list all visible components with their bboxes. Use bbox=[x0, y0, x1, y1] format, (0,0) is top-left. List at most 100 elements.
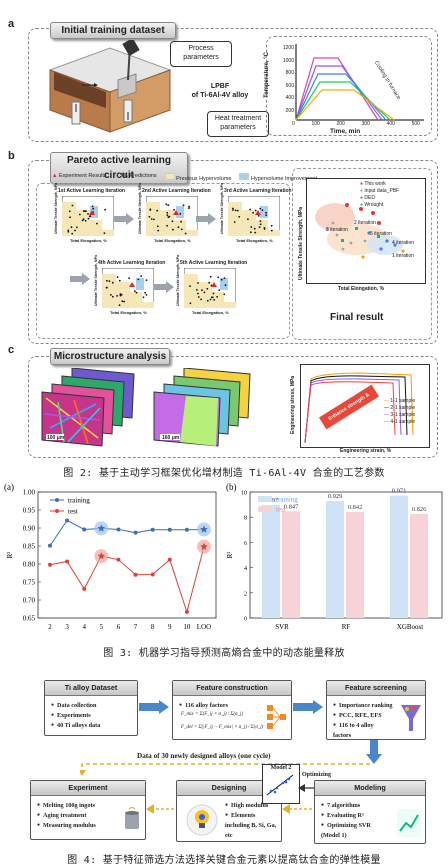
data-point bbox=[78, 213, 81, 216]
modeling-title: Modeling bbox=[315, 781, 425, 796]
data-point bbox=[74, 229, 76, 232]
data-point bbox=[150, 218, 153, 220]
data-point bbox=[184, 232, 187, 235]
data-point bbox=[89, 215, 92, 217]
heat-chart-xticks: 0 100 200 300 400 500 bbox=[292, 121, 420, 127]
model2-box: Model 2 bbox=[262, 764, 300, 804]
y-tick-label: 0.75 bbox=[23, 579, 36, 587]
final-legend-input: ● Input data_PBF bbox=[360, 188, 400, 194]
list-item: Measuring modulus bbox=[37, 821, 96, 831]
list-item: 40 Ti alloys data bbox=[51, 721, 100, 731]
iteration-xlabel: Total Elongation, % bbox=[70, 238, 107, 243]
y-tick-label: 0 bbox=[244, 617, 247, 623]
legend-swatch bbox=[258, 496, 272, 502]
data-point bbox=[201, 289, 203, 292]
data-point bbox=[217, 276, 220, 279]
data-point bbox=[209, 275, 212, 278]
data-point-training bbox=[150, 527, 155, 532]
data-point-test bbox=[48, 562, 52, 567]
y-tick-label: 4 bbox=[244, 566, 247, 572]
feature-screening-title: Feature screening bbox=[327, 681, 425, 696]
data-point bbox=[106, 279, 108, 282]
list-item: Importance ranking bbox=[333, 701, 393, 711]
data-point bbox=[166, 211, 169, 214]
x-tick-label: 3 bbox=[65, 623, 69, 631]
y-tick-label: 8 bbox=[244, 516, 247, 522]
cycle-loop bbox=[78, 756, 370, 776]
data-point bbox=[172, 228, 174, 231]
data-point bbox=[123, 300, 125, 303]
x-tick-label: LOO bbox=[197, 623, 211, 631]
data-point bbox=[257, 215, 260, 217]
feature-construction-title: Feature construction bbox=[173, 681, 291, 696]
series-line-test bbox=[49, 546, 205, 614]
lightbulb-icon bbox=[185, 803, 219, 839]
panel-b-letter: b bbox=[8, 150, 15, 162]
iteration-xlabel: Total Elongation, % bbox=[110, 310, 147, 315]
model2-label: Model 2 bbox=[270, 765, 292, 771]
lpbf-machine-illustration bbox=[40, 37, 180, 135]
previous-hypervolume bbox=[146, 202, 198, 236]
x-tick-label: XGBoost bbox=[397, 623, 424, 631]
x-tick-label: 2 bbox=[48, 623, 52, 631]
flow-arrow-icon bbox=[70, 272, 90, 290]
data-point bbox=[224, 284, 227, 287]
iteration-scatter bbox=[184, 268, 236, 308]
iteration-scatter bbox=[62, 196, 114, 236]
data-point bbox=[213, 299, 216, 301]
y-tick-label: 0.95 bbox=[23, 507, 36, 515]
y-tick-label: 6 bbox=[244, 541, 247, 547]
iteration-ylabel: Ultimate Tensile Strength, MPa bbox=[220, 182, 224, 234]
data-point bbox=[234, 209, 237, 212]
figure-2-caption: 图 2: 基于主动学习框架优化增材制造 Ti-6Al-4V 合金的工艺参数 bbox=[63, 468, 385, 479]
lpbf-label: LPBF of Ti-6Al-4V alloy bbox=[191, 83, 249, 99]
data-point bbox=[70, 226, 73, 229]
iter-label-2: 2 iteration bbox=[354, 220, 376, 226]
data-point-training bbox=[65, 518, 70, 523]
data-point bbox=[254, 209, 257, 212]
final-result-plot bbox=[306, 178, 426, 284]
data-point bbox=[96, 222, 98, 225]
stress-strain-legend: — 1-1 sample — 2-1 sample — 3-1 sample —… bbox=[384, 398, 415, 426]
panel-b-legend: ▲ Experiment Results ◇ ML Predictions Pr… bbox=[52, 173, 317, 182]
data-point bbox=[236, 209, 239, 212]
ytick: 400 bbox=[285, 95, 294, 101]
ti-dataset-box: Ti alloy Dataset Data collection Experim… bbox=[44, 680, 138, 736]
experiment-marker bbox=[129, 282, 135, 287]
iteration-ylabel: Ultimate Tensile Strength, MPa bbox=[94, 254, 98, 306]
data-point bbox=[128, 277, 130, 279]
data-point-test bbox=[167, 557, 172, 562]
designing-title: Designing bbox=[177, 781, 281, 796]
data-point bbox=[87, 213, 89, 215]
data-point bbox=[105, 286, 108, 289]
data-point bbox=[259, 220, 262, 223]
data-point bbox=[197, 292, 199, 295]
list-item: Aging treatment bbox=[37, 811, 96, 821]
cycle-label: Data of 30 newly designed alloys (one cy… bbox=[135, 752, 273, 760]
data-point bbox=[182, 204, 185, 207]
bar-value-label: 0.826 bbox=[412, 506, 427, 513]
data-point bbox=[82, 218, 85, 221]
data-point bbox=[111, 281, 114, 284]
legend-marker bbox=[55, 498, 59, 502]
legend-label: training bbox=[276, 496, 298, 504]
data-point bbox=[263, 227, 266, 229]
data-point bbox=[265, 211, 267, 214]
data-point bbox=[83, 210, 86, 212]
legend-2-1: — 2-1 sample bbox=[384, 405, 416, 411]
data-point bbox=[188, 205, 191, 208]
legend-ml: ◇ ML Predictions bbox=[114, 173, 157, 179]
data-point bbox=[254, 231, 257, 234]
data-point bbox=[209, 298, 212, 301]
data-point bbox=[252, 211, 254, 214]
optimizing-label: Optimizing bbox=[302, 772, 332, 778]
data-point bbox=[223, 277, 226, 279]
micrograph-stack-2 bbox=[150, 367, 268, 452]
x-tick-label: 5 bbox=[100, 623, 104, 631]
x-tick-label: 10 bbox=[183, 623, 191, 631]
iteration-ylabel: Ultimate Tensile Strength, MPa bbox=[54, 182, 58, 234]
legend-experiment: ▲ Experiment Results bbox=[52, 173, 107, 179]
fig3a-chart: (a) 0.65 0.70 0.75 0.80 0.85 0.90 0.95 1.00 R² 2 3 4… bbox=[4, 482, 217, 631]
hypervolume-improvement bbox=[176, 206, 184, 218]
final-result-frame bbox=[292, 168, 432, 340]
